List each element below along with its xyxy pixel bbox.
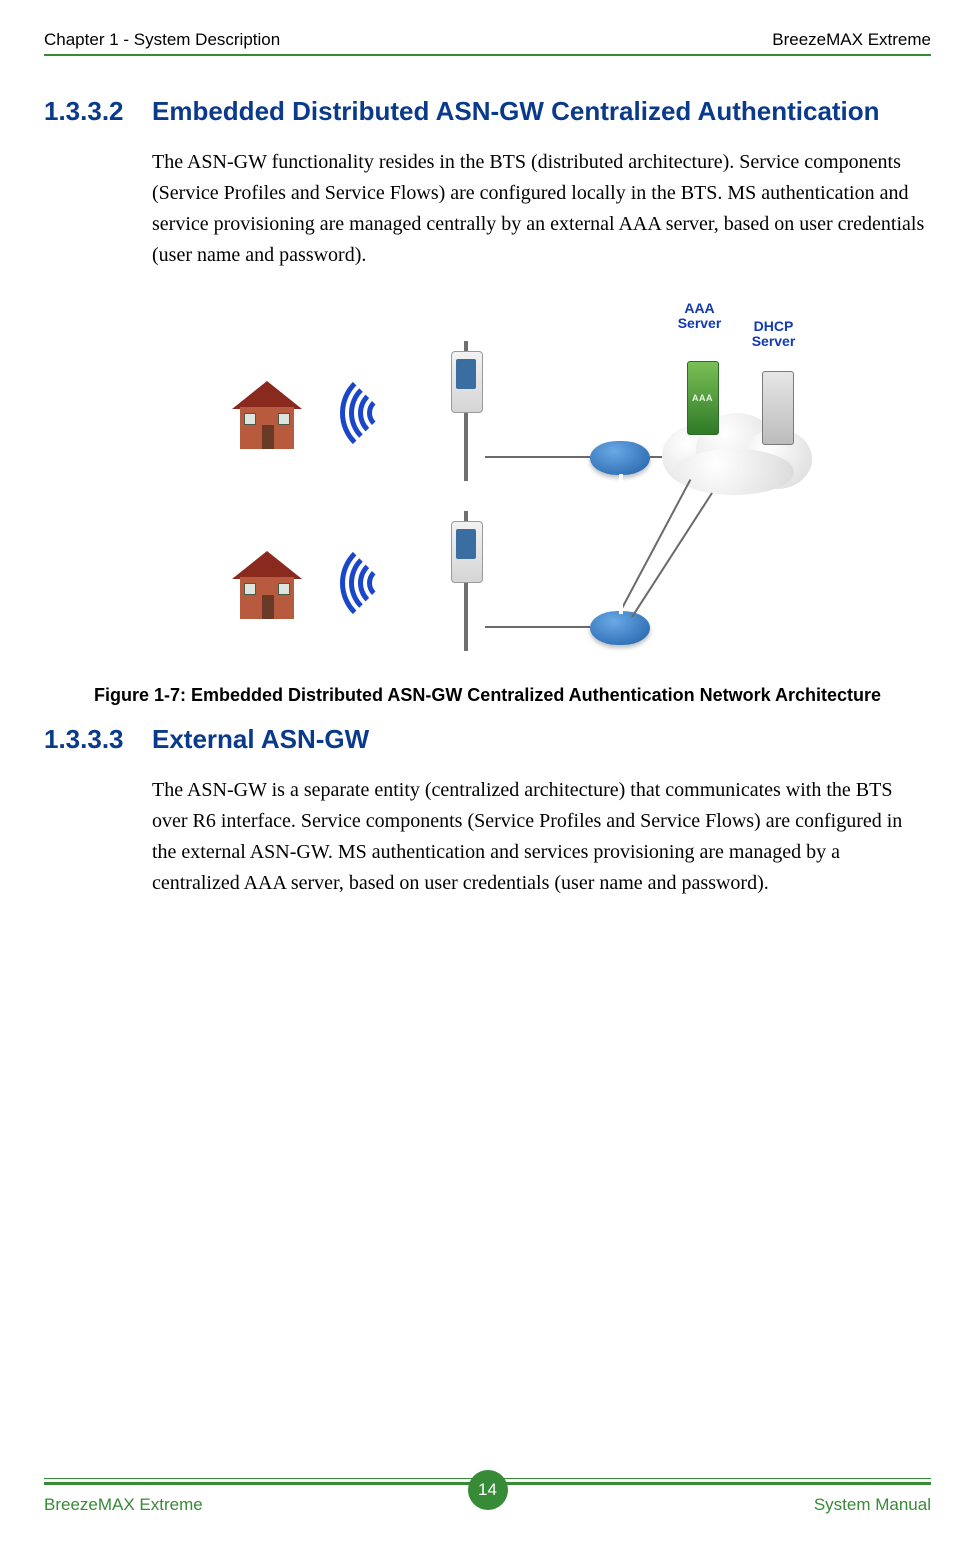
section-body-2: The ASN-GW is a separate entity (central… — [152, 775, 931, 899]
mask — [619, 474, 623, 614]
link-line — [485, 626, 590, 628]
footer-left: BreezeMAX Extreme — [44, 1495, 203, 1515]
header-rule — [44, 54, 931, 56]
network-diagram: AAA Server DHCP Server — [232, 311, 852, 671]
wifi-waves-icon — [327, 543, 407, 613]
bts-icon — [447, 341, 485, 481]
house-icon — [232, 381, 302, 451]
page: Chapter 1 - System Description BreezeMAX… — [0, 0, 975, 1545]
page-number: 14 — [478, 1480, 497, 1500]
dhcp-server-label: DHCP Server — [744, 319, 804, 350]
section-title-1: Embedded Distributed ASN-GW Centralized … — [152, 96, 880, 127]
page-header: Chapter 1 - System Description BreezeMAX… — [44, 30, 931, 50]
figure-1-7: AAA Server DHCP Server — [152, 311, 931, 671]
link-line — [485, 456, 590, 458]
router-icon — [590, 441, 650, 475]
wifi-waves-icon — [327, 373, 407, 443]
footer-right: System Manual — [814, 1495, 931, 1515]
section-heading-1: 1.3.3.2 Embedded Distributed ASN-GW Cent… — [44, 96, 931, 127]
figure-caption: Figure 1-7: Embedded Distributed ASN-GW … — [44, 685, 931, 706]
aaa-server-icon — [687, 361, 719, 435]
page-footer: BreezeMAX Extreme 14 System Manual — [0, 1478, 975, 1515]
section-title-2: External ASN-GW — [152, 724, 369, 755]
bts-icon — [447, 511, 485, 651]
section-heading-2: 1.3.3.3 External ASN-GW — [44, 724, 931, 755]
header-right: BreezeMAX Extreme — [772, 30, 931, 50]
dhcp-server-icon — [762, 371, 794, 445]
link-line — [619, 479, 691, 612]
header-left: Chapter 1 - System Description — [44, 30, 280, 50]
section-number-2: 1.3.3.3 — [44, 724, 152, 755]
router-icon — [590, 611, 650, 645]
page-number-badge: 14 — [468, 1470, 508, 1510]
section-number-1: 1.3.3.2 — [44, 96, 152, 127]
aaa-server-label: AAA Server — [670, 301, 730, 332]
footer-row: BreezeMAX Extreme 14 System Manual — [44, 1495, 931, 1515]
house-icon — [232, 551, 302, 621]
section-body-1: The ASN-GW functionality resides in the … — [152, 147, 931, 271]
